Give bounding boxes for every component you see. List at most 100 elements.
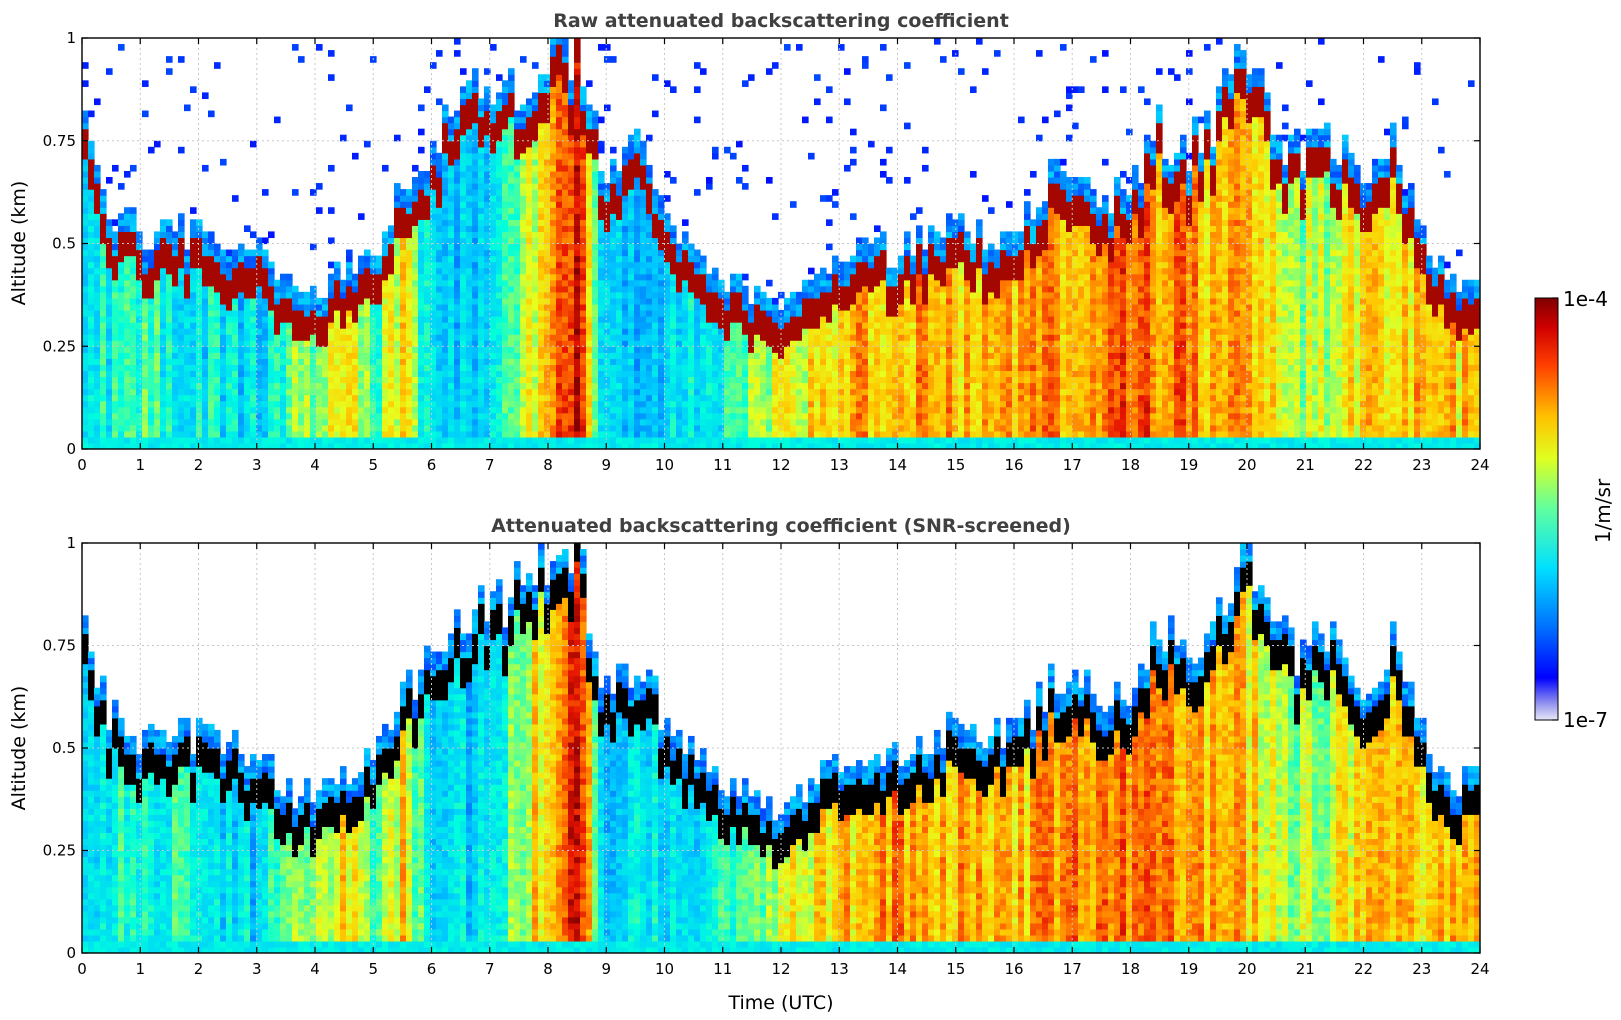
heatmap-cell bbox=[538, 303, 545, 311]
heatmap-cell bbox=[448, 442, 455, 449]
heatmap-cell bbox=[766, 400, 773, 408]
heatmap-cell bbox=[178, 442, 185, 449]
heatmap-cell bbox=[478, 140, 485, 148]
heatmap-cell bbox=[418, 225, 425, 233]
heatmap-cell bbox=[148, 370, 155, 378]
heatmap-cell bbox=[508, 309, 515, 317]
heatmap-cell bbox=[760, 309, 767, 317]
heatmap-cell bbox=[166, 303, 173, 311]
heatmap-cell bbox=[256, 297, 263, 305]
heatmap-cell bbox=[550, 80, 557, 87]
heatmap-cell bbox=[694, 406, 701, 414]
heatmap-cell bbox=[652, 249, 659, 257]
heatmap-cell bbox=[550, 370, 557, 378]
heatmap-cell bbox=[658, 442, 665, 449]
heatmap-cell bbox=[436, 164, 443, 172]
heatmap-cell bbox=[694, 297, 701, 305]
heatmap-cell bbox=[394, 297, 401, 305]
heatmap-cell bbox=[598, 424, 605, 432]
heatmap-cell bbox=[544, 128, 551, 136]
heatmap-cell bbox=[118, 231, 125, 239]
heatmap-cell bbox=[124, 267, 131, 275]
heatmap-cell bbox=[490, 352, 497, 359]
heatmap-cell bbox=[712, 442, 719, 449]
heatmap-cell bbox=[508, 382, 515, 390]
heatmap-cell bbox=[166, 424, 173, 432]
heatmap-cell bbox=[142, 316, 149, 323]
heatmap-cell bbox=[658, 273, 665, 281]
heatmap-cell bbox=[190, 225, 197, 233]
heatmap-cell bbox=[652, 442, 659, 449]
heatmap-cell bbox=[286, 303, 293, 311]
heatmap-cell bbox=[322, 418, 329, 426]
heatmap-cell bbox=[496, 406, 503, 414]
heatmap-cell bbox=[544, 110, 551, 118]
heatmap-cell bbox=[562, 328, 569, 335]
heatmap-cell bbox=[196, 225, 203, 233]
heatmap-cell bbox=[646, 418, 653, 426]
heatmap-cell bbox=[694, 86, 701, 93]
heatmap-cell bbox=[454, 128, 461, 136]
heatmap-cell bbox=[304, 424, 311, 432]
heatmap-cell bbox=[580, 249, 587, 257]
heatmap-cell bbox=[622, 164, 629, 172]
heatmap-cell bbox=[580, 352, 587, 359]
heatmap-cell bbox=[460, 177, 467, 184]
heatmap-cell bbox=[532, 406, 539, 414]
heatmap-cell bbox=[640, 225, 647, 233]
heatmap-cell bbox=[712, 309, 719, 317]
heatmap-cell bbox=[478, 382, 485, 390]
heatmap-cell bbox=[628, 424, 635, 432]
heatmap-cell bbox=[520, 424, 527, 432]
heatmap-cell bbox=[598, 116, 605, 124]
heatmap-cell bbox=[670, 237, 677, 245]
heatmap-cell bbox=[484, 158, 491, 166]
heatmap-cell bbox=[148, 418, 155, 426]
heatmap-cell bbox=[226, 303, 233, 311]
heatmap-cell bbox=[448, 170, 455, 178]
heatmap-cell bbox=[472, 80, 479, 87]
heatmap-cell bbox=[298, 406, 305, 414]
heatmap-cell bbox=[88, 219, 95, 226]
heatmap-cell bbox=[406, 255, 413, 263]
heatmap-cell bbox=[292, 364, 299, 372]
heatmap-cell bbox=[640, 195, 647, 202]
heatmap-cell bbox=[112, 279, 119, 287]
heatmap-cell bbox=[652, 424, 659, 432]
heatmap-cell bbox=[106, 406, 113, 414]
heatmap-cell bbox=[430, 291, 437, 299]
heatmap-cell bbox=[166, 279, 173, 287]
heatmap-cell bbox=[364, 394, 371, 402]
heatmap-cell bbox=[112, 243, 119, 251]
heatmap-cell bbox=[574, 86, 581, 93]
heatmap-cell bbox=[250, 316, 257, 323]
heatmap-cell bbox=[694, 364, 701, 372]
heatmap-cell bbox=[94, 183, 101, 190]
heatmap-cell bbox=[574, 267, 581, 275]
heatmap-cell bbox=[610, 146, 617, 154]
heatmap-cell bbox=[772, 322, 779, 329]
heatmap-cell bbox=[424, 388, 431, 396]
heatmap-cell bbox=[646, 436, 653, 444]
heatmap-cell bbox=[472, 261, 479, 269]
heatmap-cell bbox=[484, 340, 491, 347]
heatmap-cell bbox=[508, 122, 515, 130]
heatmap-cell bbox=[664, 358, 671, 365]
heatmap-cell bbox=[460, 98, 467, 106]
heatmap-cell bbox=[286, 430, 293, 438]
heatmap-cell bbox=[646, 267, 653, 275]
heatmap-cell bbox=[184, 358, 191, 365]
heatmap-cell bbox=[568, 213, 575, 220]
heatmap-cell bbox=[130, 249, 137, 257]
heatmap-cell bbox=[208, 430, 215, 438]
heatmap-cell bbox=[154, 140, 161, 148]
heatmap-cell bbox=[280, 285, 287, 293]
heatmap-cell bbox=[244, 394, 251, 402]
heatmap-cell bbox=[430, 261, 437, 269]
heatmap-cell bbox=[664, 322, 671, 329]
heatmap-cell bbox=[496, 328, 503, 335]
heatmap-cell bbox=[160, 328, 167, 335]
heatmap-cell bbox=[646, 322, 653, 329]
heatmap-cell bbox=[316, 183, 323, 190]
